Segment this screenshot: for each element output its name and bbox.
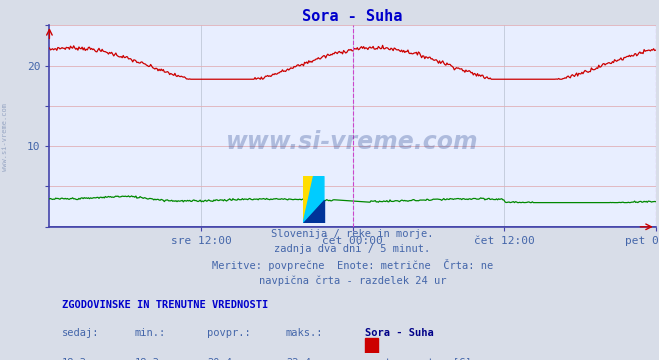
Text: min.:: min.: xyxy=(134,328,165,338)
Polygon shape xyxy=(303,200,324,223)
Text: 20,4: 20,4 xyxy=(207,358,232,360)
Text: 18,3: 18,3 xyxy=(61,358,86,360)
Text: temperatura[C]: temperatura[C] xyxy=(384,358,472,360)
Text: www.si-vreme.com: www.si-vreme.com xyxy=(2,103,9,171)
Text: Slovenija / reke in morje.
zadnja dva dni / 5 minut.
Meritve: povprečne  Enote: : Slovenija / reke in morje. zadnja dva dn… xyxy=(212,229,493,287)
Text: ZGODOVINSKE IN TRENUTNE VREDNOSTI: ZGODOVINSKE IN TRENUTNE VREDNOSTI xyxy=(61,300,268,310)
Polygon shape xyxy=(303,176,314,223)
Text: 22,4: 22,4 xyxy=(286,358,311,360)
Text: sedaj:: sedaj: xyxy=(61,328,99,338)
Text: maks.:: maks.: xyxy=(286,328,324,338)
Text: povpr.:: povpr.: xyxy=(207,328,251,338)
Text: Sora - Suha: Sora - Suha xyxy=(364,328,434,338)
Text: www.si-vreme.com: www.si-vreme.com xyxy=(226,130,479,154)
Polygon shape xyxy=(303,176,324,223)
Bar xyxy=(364,338,378,360)
Title: Sora - Suha: Sora - Suha xyxy=(302,9,403,24)
Text: 18,3: 18,3 xyxy=(134,358,159,360)
